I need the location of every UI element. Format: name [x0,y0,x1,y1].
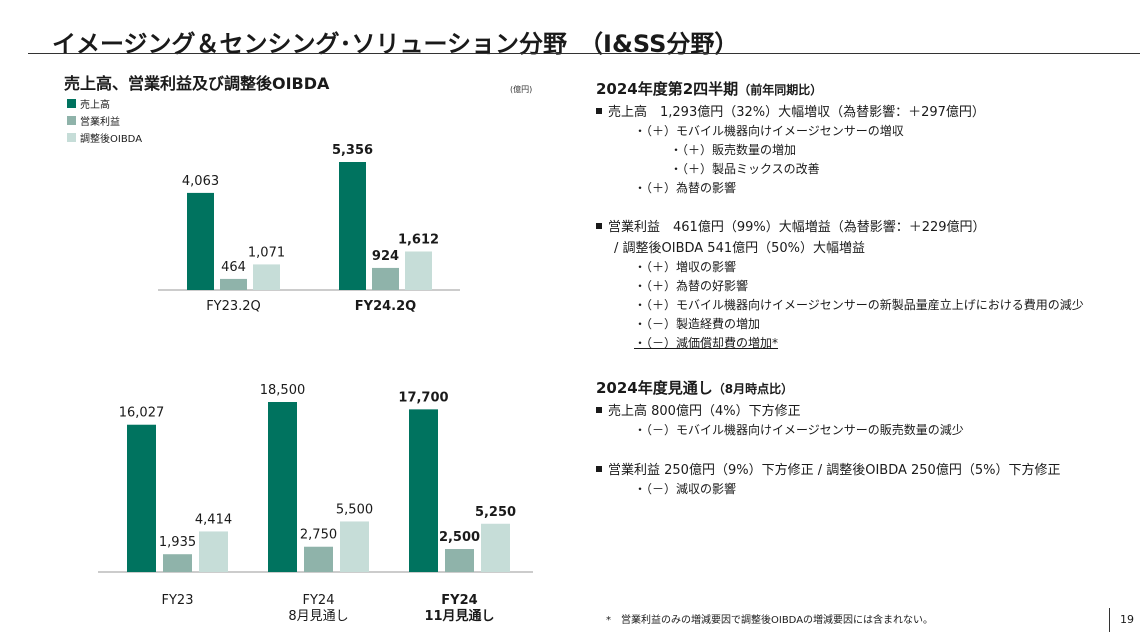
data-label-operating-income: 1,935 [159,535,196,550]
data-label-oibda: 1,071 [248,245,285,260]
q2-op-bullet: 営業利益 461億円（99%）大幅増益（為替影響：＋229億円） [596,216,986,235]
bar-oibda [199,531,228,572]
q2-sales-line: 売上高 1,293億円（32%）大幅増収（為替影響：＋297億円） [608,105,985,120]
outlook-sales-line: 売上高 800億円（4%）下方修正 [608,404,801,419]
legend-label-operating-income: 営業利益 [80,117,120,128]
page-number: 19 [1120,613,1134,626]
data-label-oibda: 1,612 [398,232,439,247]
data-label-sales: 16,027 [119,406,165,421]
data-label-oibda: 5,250 [475,505,516,520]
legend-label-sales: 売上高 [80,100,110,111]
category-label: FY24.2Q [355,299,416,314]
bar-oibda [253,264,280,290]
data-label-oibda: 5,500 [336,502,373,517]
title-rule [28,53,1140,54]
outlook-sales-item: ・（－）モバイル機器向けイメージセンサーの販売数量の減少 [634,423,964,437]
outlook-op-item: ・（－）減収の影響 [634,482,737,496]
q2-op-item-5: ・（－）減価償却費の増加* [634,336,779,350]
data-label-oibda: 4,414 [195,512,232,527]
unit-label: (億円) [510,85,533,94]
bar-operating-income [304,546,333,572]
outlook-op-bullet: 営業利益 250億円（9%）下方修正 / 調整後OIBDA 250億円（5%）下… [596,459,1060,478]
bar-operating-income [220,278,247,290]
q2-op-item-4: ・（－）製造経費の増加 [634,317,761,331]
footnote: * 営業利益のみの増減要因で調整後OIBDAの増減要因には含まれない。 [606,615,934,626]
category-label: 8月見通し [288,609,348,624]
q2-op-line: 営業利益 461億円（99%）大幅増益（為替影響：＋229億円） [608,220,986,235]
bar-sales [409,409,438,572]
outlook-title-note: （8月時点比） [712,382,794,396]
q2-oibda-line: / 調整後OIBDA 541億円（50%）大幅増益 [614,241,866,256]
data-label-sales: 18,500 [260,383,306,398]
bar-sales [339,162,366,290]
data-label-sales: 5,356 [332,143,373,158]
outlook-section-title: 2024年度見通し（8月時点比） [596,377,793,398]
category-label: FY23.2Q [206,299,261,314]
bullet-square-icon [596,406,602,413]
q2-sales-bullet: 売上高 1,293億円（32%）大幅増収（為替影響：＋297億円） [596,101,985,120]
q2-sales-item-3: ・（＋）製品ミックスの改善 [670,162,820,176]
data-label-operating-income: 464 [221,260,246,275]
bar-operating-income [163,554,192,572]
category-label: FY24 [441,593,477,608]
q2-op-item-2: ・（＋）為替の好影響 [634,279,749,293]
legend-sales: 売上高 [67,96,110,111]
bar-sales [187,192,214,290]
q2-section-title: 2024年度第2四半期（前年同期比） [596,78,822,99]
data-label-sales: 4,063 [182,174,219,189]
bar-operating-income [372,267,399,290]
bullet-square-icon [596,107,602,114]
legend-swatch-oibda [67,133,76,142]
q2-title-note: （前年同期比） [738,83,823,97]
category-label: FY24 [303,593,335,608]
legend-operating-income: 営業利益 [67,113,120,128]
data-label-sales: 17,700 [398,390,448,405]
data-label-operating-income: 924 [372,249,399,264]
outlook-op-line: 営業利益 250億円（9%）下方修正 / 調整後OIBDA 250億円（5%）下… [608,463,1061,478]
outlook-sales-bullet: 売上高 800億円（4%）下方修正 [596,400,801,419]
q2-sales-item-4: ・（＋）為替の影響 [634,181,737,195]
category-label: 11月見通し [424,608,494,624]
bar-oibda [340,521,369,572]
bullet-square-icon [596,465,602,472]
legend-label-oibda: 調整後OIBDA [80,134,143,145]
legend-oibda: 調整後OIBDA [67,130,142,145]
bar-sales [127,424,156,572]
category-label: FY23 [162,593,194,608]
charts-title: 売上高、営業利益及び調整後OIBDA [64,74,330,93]
data-label-operating-income: 2,750 [300,528,337,543]
bar-sales [268,402,297,572]
bar-oibda [405,251,432,290]
q2-op-item-1: ・（＋）増収の影響 [634,260,737,274]
bullet-square-icon [596,222,602,229]
bar-oibda [481,523,510,572]
legend-swatch-operating-income [67,116,76,125]
page-number-divider [1109,608,1110,632]
q2-title: 2024年度第2四半期 [596,80,739,98]
q2-sales-item-1: ・（＋）モバイル機器向けイメージセンサーの増収 [634,124,904,138]
q2-op-item-3: ・（＋）モバイル機器向けイメージセンサーの新製品量産立上げにおける費用の減少 [634,298,1084,312]
legend-swatch-sales [67,99,76,108]
data-label-operating-income: 2,500 [439,530,480,545]
bar-operating-income [445,549,474,572]
q2-sales-item-2: ・（＋）販売数量の増加 [670,143,797,157]
outlook-title: 2024年度見通し [596,379,713,397]
